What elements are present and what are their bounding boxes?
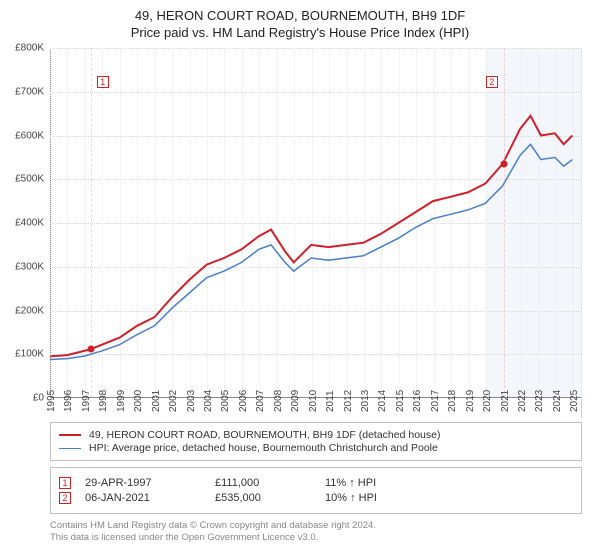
x-tick-label: 2003 <box>186 390 197 412</box>
x-tick-label: 2018 <box>447 390 458 412</box>
legend-row: 49, HERON COURT ROAD, BOURNEMOUTH, BH9 1… <box>59 429 573 441</box>
legend-swatch <box>59 434 81 436</box>
x-tick-label: 2007 <box>255 390 266 412</box>
x-tick-label: 1999 <box>116 390 127 412</box>
x-tick-label: 2012 <box>343 390 354 412</box>
x-tick-label: 2001 <box>151 390 162 412</box>
x-tick-label: 1995 <box>46 390 57 412</box>
sale-row-pct: 11% ↑ HPI <box>325 477 445 489</box>
sale-row-price: £535,000 <box>215 492 325 504</box>
y-tick-label: £700K <box>15 86 44 97</box>
sale-marker-dot <box>500 160 507 167</box>
y-tick-label: £100K <box>15 349 44 360</box>
sale-marker-box: 2 <box>486 76 498 88</box>
footer-line2: This data is licensed under the Open Gov… <box>50 532 582 544</box>
title-address: 49, HERON COURT ROAD, BOURNEMOUTH, BH9 1… <box>0 8 600 23</box>
x-tick-label: 2009 <box>290 390 301 412</box>
series-hpi <box>50 144 572 359</box>
x-tick-label: 2021 <box>500 390 511 412</box>
x-tick-label: 2015 <box>395 390 406 412</box>
title-block: 49, HERON COURT ROAD, BOURNEMOUTH, BH9 1… <box>0 0 600 42</box>
x-tick-label: 2014 <box>377 390 388 412</box>
x-tick-label: 2019 <box>465 390 476 412</box>
sale-row-marker: 1 <box>59 477 71 489</box>
x-tick-label: 2008 <box>273 390 284 412</box>
sale-row: 1 29-APR-1997£111,00011% ↑ HPI <box>59 477 573 489</box>
sale-row-date: 29-APR-1997 <box>85 477 215 489</box>
sale-marker-dot <box>87 346 94 353</box>
x-tick-label: 2024 <box>552 390 563 412</box>
sale-row: 2 06-JAN-2021£535,00010% ↑ HPI <box>59 492 573 504</box>
chart-lines <box>50 48 581 398</box>
x-tick-label: 1998 <box>98 390 109 412</box>
legend-row: HPI: Average price, detached house, Bour… <box>59 442 573 454</box>
x-tick-label: 2023 <box>534 390 545 412</box>
legend-label: 49, HERON COURT ROAD, BOURNEMOUTH, BH9 1… <box>89 429 440 441</box>
y-tick-label: £500K <box>15 174 44 185</box>
y-tick-label: £300K <box>15 261 44 272</box>
y-tick-label: £800K <box>15 43 44 54</box>
x-tick-label: 2006 <box>238 390 249 412</box>
sale-table: 1 29-APR-1997£111,00011% ↑ HPI 2 06-JAN-202… <box>50 467 582 514</box>
title-subtitle: Price paid vs. HM Land Registry's House … <box>0 25 600 40</box>
x-axis: 1995199619971998199920002001200220032004… <box>50 400 581 420</box>
root: 49, HERON COURT ROAD, BOURNEMOUTH, BH9 1… <box>0 0 600 560</box>
y-axis: £0£100K£200K£300K£400K£500K£600K£700K£80… <box>4 48 48 398</box>
plot-area: 12 <box>50 48 581 398</box>
x-tick-label: 2004 <box>203 390 214 412</box>
sale-marker-line <box>504 48 505 398</box>
sale-row-date: 06-JAN-2021 <box>85 492 215 504</box>
x-tick-label: 1996 <box>63 390 74 412</box>
y-tick-label: £200K <box>15 305 44 316</box>
x-tick-label: 2011 <box>325 390 336 412</box>
x-tick-label: 2017 <box>430 390 441 412</box>
legend: 49, HERON COURT ROAD, BOURNEMOUTH, BH9 1… <box>50 422 582 461</box>
x-tick-label: 2016 <box>412 390 423 412</box>
sale-row-price: £111,000 <box>215 477 325 489</box>
legend-swatch <box>59 448 81 449</box>
x-tick-label: 2005 <box>220 390 231 412</box>
sale-marker-box: 1 <box>97 76 109 88</box>
x-tick-label: 1997 <box>81 390 92 412</box>
y-tick-label: £600K <box>15 130 44 141</box>
y-tick-label: £400K <box>15 218 44 229</box>
x-tick-label: 2025 <box>569 390 580 412</box>
chart-area: £0£100K£200K£300K£400K£500K£600K£700K£80… <box>50 48 582 418</box>
y-tick-label: £0 <box>33 393 44 404</box>
x-tick-label: 2020 <box>482 390 493 412</box>
x-tick-label: 2010 <box>308 390 319 412</box>
x-tick-label: 2022 <box>517 390 528 412</box>
x-tick-label: 2002 <box>168 390 179 412</box>
x-tick-label: 2013 <box>360 390 371 412</box>
x-tick-label: 2000 <box>133 390 144 412</box>
sale-row-pct: 10% ↑ HPI <box>325 492 445 504</box>
footer: Contains HM Land Registry data © Crown c… <box>50 520 582 545</box>
footer-line1: Contains HM Land Registry data © Crown c… <box>50 520 582 532</box>
sale-row-marker: 2 <box>59 492 71 504</box>
series-property <box>50 116 572 357</box>
legend-label: HPI: Average price, detached house, Bour… <box>89 442 438 454</box>
